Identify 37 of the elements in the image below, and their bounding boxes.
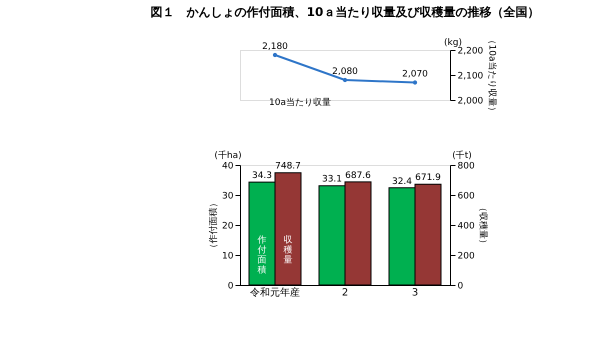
data-label: 748.7 <box>275 162 301 172</box>
data-label: 671.9 <box>415 173 442 184</box>
y-axis-title: （作付面積） <box>208 198 220 252</box>
y2-tick-label: 600 <box>458 192 475 202</box>
y-tick-label: 30 <box>222 192 234 202</box>
chart-title: 図１ かんしょの作付面積、10ａ当たり収量及び収穫量の推移（全国） <box>150 5 540 20</box>
y-tick-label: 20 <box>222 222 234 232</box>
x-tick-label: 2 <box>342 288 348 298</box>
text: 10a当たり収量 <box>269 97 331 108</box>
data-label: 687.6 <box>345 170 372 181</box>
data-label: 2,080 <box>332 67 358 77</box>
data-label: 34.3 <box>252 171 272 182</box>
data-label: 2,070 <box>402 70 428 80</box>
series-label: 収穫量 <box>284 234 292 266</box>
y-tick-label: 2,100 <box>458 72 484 82</box>
x-tick-label: 3 <box>412 288 418 298</box>
y-tick-label: 2,000 <box>458 96 484 106</box>
text: (千t) <box>452 150 472 161</box>
y2-tick-label: 800 <box>458 162 475 172</box>
y-tick-label: 40 <box>222 162 234 172</box>
y2-tick-label: 400 <box>458 222 475 232</box>
data-label: 32.4 <box>392 176 412 187</box>
data-label: 33.1 <box>322 174 342 185</box>
point <box>342 78 348 82</box>
y-axis-title: （10a当たり収量） <box>486 36 498 116</box>
y-tick-label: 0 <box>228 282 234 292</box>
point <box>272 52 278 58</box>
y2-tick-label: 200 <box>458 252 475 262</box>
text: (千ha) <box>214 150 242 161</box>
y-tick-label: 10 <box>222 252 234 262</box>
point <box>412 80 418 85</box>
y-tick-label: 2,200 <box>458 46 484 56</box>
series-label: 作付面積 <box>256 234 266 276</box>
y2-axis-title: （収穫量） <box>478 203 489 248</box>
text: (kg) <box>444 38 462 48</box>
data-label: 2,180 <box>262 42 288 52</box>
x-tick-label: 令和元年産 <box>250 286 300 298</box>
